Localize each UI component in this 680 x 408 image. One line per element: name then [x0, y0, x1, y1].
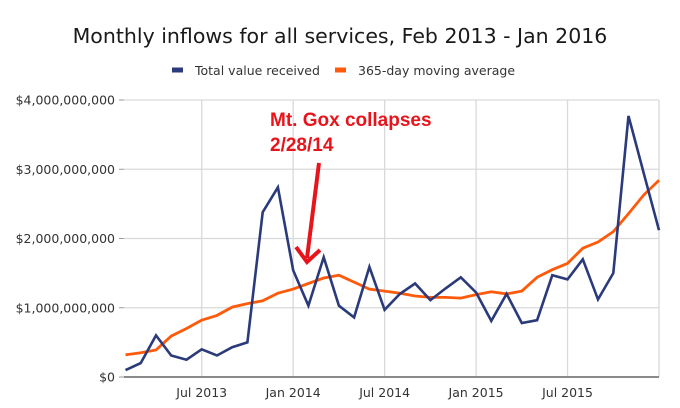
- legend-item-moving-average[interactable]: 365-day moving average: [335, 63, 515, 78]
- legend-swatch-total-value: [172, 67, 183, 73]
- x-axis: Jul 2013 Jan 2014 Jul 2014 Jan 2015 Jul 2015: [124, 376, 659, 400]
- chart-title: Monthly inflows for all services, Feb 20…: [73, 24, 608, 48]
- series-line-moving-average: [125, 179, 660, 357]
- legend-swatch-moving-average: [335, 67, 346, 73]
- y-tick-label: $1,000,000,000: [16, 300, 115, 315]
- legend: Total value received 365-day moving aver…: [172, 63, 515, 78]
- x-tick-label: Jan 2014: [265, 385, 321, 400]
- annotation-arrow-icon: [305, 162, 321, 259]
- annotation-arrowhead-icon: [294, 245, 322, 265]
- legend-label-total-value: Total value received: [194, 63, 320, 78]
- y-tick-label: $3,000,000,000: [16, 162, 115, 177]
- y-tick-label: $0: [99, 370, 115, 385]
- legend-label-moving-average: 365-day moving average: [358, 63, 515, 78]
- x-tick-label: Jul 2013: [175, 385, 227, 400]
- annotation-line-2: 2/28/14: [270, 135, 334, 156]
- plot-lines: [124, 115, 661, 372]
- legend-item-total-value[interactable]: Total value received: [172, 63, 320, 78]
- x-tick-label: Jan 2015: [448, 385, 504, 400]
- x-tick-label: Jul 2015: [541, 385, 593, 400]
- annotation-mt-gox: Mt. Gox collapses 2/28/14: [270, 110, 432, 265]
- annotation-line-1: Mt. Gox collapses: [270, 110, 432, 131]
- y-tick-label: $4,000,000,000: [16, 93, 115, 108]
- series-line-total-value: [124, 115, 661, 372]
- y-tick-label: $2,000,000,000: [16, 231, 115, 246]
- gridlines: [124, 99, 660, 377]
- y-axis: $0 $1,000,000,000 $2,000,000,000 $3,000,000…: [16, 93, 124, 385]
- x-tick-label: Jul 2014: [358, 385, 410, 400]
